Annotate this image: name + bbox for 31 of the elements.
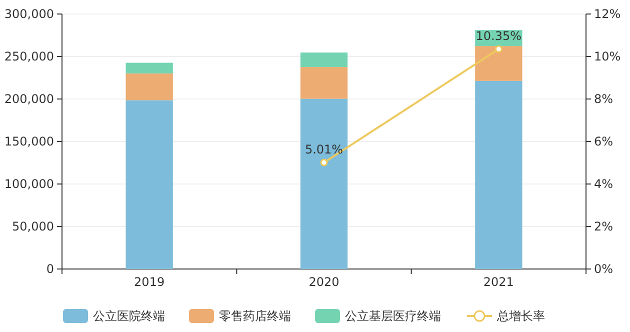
bar [300,98,348,269]
y-tick-label: 100,000 [4,177,54,192]
legend-label: 总增长率 [496,309,545,324]
bar [126,100,173,269]
y-tick-label: 50,000 [12,220,54,234]
legend-label: 公立医院终端 [93,309,165,324]
data-label: 10.35% [476,29,522,44]
legend-label: 公立基层医疗终端 [345,309,441,324]
y-tick-label: 250,000 [4,50,54,64]
bar [300,52,348,68]
bar [126,62,173,74]
data-label: 5.01% [304,142,344,157]
y2-tick-label: 0% [594,262,614,276]
y2-tick-label: 4% [594,177,614,192]
bar [126,73,173,100]
y-tick-label: 300,000 [4,7,54,22]
y-tick-label: 0 [46,262,54,276]
y2-tick-label: 10% [594,50,621,64]
x-tick-label: 2020 [308,275,340,289]
y2-tick-label: 12% [594,7,621,22]
bar [475,80,522,269]
y2-tick-label: 2% [594,220,614,234]
y2-tick-label: 8% [594,92,614,106]
x-tick-label: 2021 [483,275,514,289]
legend-label: 零售药店终端 [219,309,291,324]
y-tick-label: 150,000 [4,134,54,149]
x-tick-label: 2019 [134,275,165,289]
bar [475,46,522,81]
y-tick-label: 200,000 [4,92,54,106]
y2-tick-label: 6% [594,134,614,149]
bar [300,67,348,99]
